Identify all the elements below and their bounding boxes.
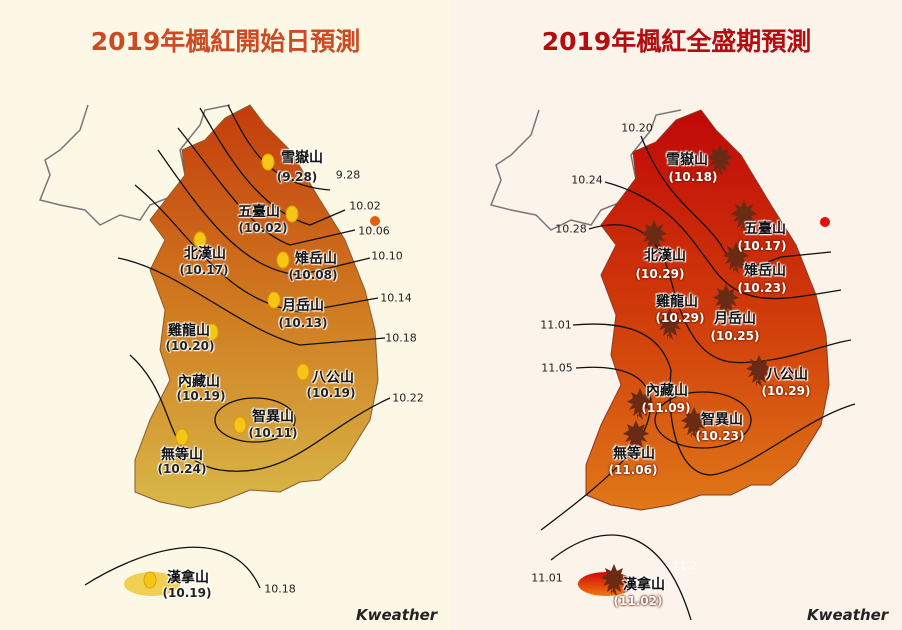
onset-map: [38, 104, 391, 596]
mountain-date: (10.13): [278, 316, 328, 330]
isolines: [84, 104, 391, 589]
mountain-date: (10.02): [238, 221, 288, 235]
mountain-name: 八公山: [766, 367, 808, 383]
isoline-label: 10.24: [571, 173, 603, 187]
mountain-name: 內藏山: [178, 374, 220, 390]
isoline-label: 11.2: [672, 559, 698, 573]
mountain-date: (10.29): [635, 267, 685, 281]
mountain-date: (10.17): [737, 239, 787, 253]
onset-forecast-panel: 2019年楓紅開始日預測 雪: [0, 0, 451, 630]
isoline-label: 9.28: [335, 168, 361, 182]
mountain-name: 月岳山: [714, 311, 756, 327]
mountain-date: (10.24): [157, 462, 207, 476]
mountain-name: 雪嶽山: [666, 152, 708, 168]
mountain-name: 北漢山: [644, 248, 686, 264]
north-korea-outline: [489, 109, 682, 231]
mountain-date: (11.02): [613, 594, 663, 608]
mountain-name: 漢拿山: [623, 577, 665, 593]
isoline-label: 10.02: [349, 199, 381, 213]
kweather-logo: Kweather: [807, 606, 889, 624]
mountain-name: 雉岳山: [295, 251, 337, 267]
mountain-date: (10.11): [248, 426, 298, 440]
kweather-logo: Kweather: [356, 606, 438, 624]
isoline-label: 10.10: [371, 249, 403, 263]
mountain-name: 漢拿山: [167, 570, 209, 586]
mountain-name: 月岳山: [282, 298, 324, 314]
mountain-date: (10.18): [668, 170, 718, 184]
mountain-date: (10.08): [288, 268, 338, 282]
ulleung-island: [370, 216, 380, 226]
mountain-name: 內藏山: [646, 383, 688, 399]
mountain-date: (10.19): [306, 386, 356, 400]
mountain-name: 智異山: [252, 409, 294, 425]
mountain-date: (10.17): [179, 263, 229, 277]
mountain-name: 八公山: [312, 370, 354, 386]
mountain-date: (10.20): [165, 339, 215, 353]
maple-leaf-markers: [601, 144, 772, 596]
peak-map-title: 2019年楓紅全盛期預測: [541, 27, 812, 56]
mountain-date: (9.28): [276, 170, 318, 184]
ulleung-island: [820, 217, 830, 227]
isoline-label: 10.28: [555, 222, 587, 236]
isoline-label: 11.01: [540, 318, 572, 332]
mountain-date: (10.23): [737, 281, 787, 295]
mountain-date: (10.19): [176, 389, 226, 403]
mountain-name: 五臺山: [744, 221, 786, 237]
mountain-name: 雞龍山: [656, 294, 698, 310]
isoline-label: 10.22: [392, 391, 424, 405]
isoline-label: 10.14: [380, 291, 412, 305]
mountain-name: 北漢山: [184, 246, 226, 262]
mountain-date: (11.09): [641, 401, 691, 415]
mountain-date: (10.25): [710, 329, 760, 343]
onset-map-title: 2019年楓紅開始日預測: [90, 27, 361, 56]
mountain-name: 無等山: [161, 447, 203, 463]
isoline-label: 10.20: [621, 121, 653, 135]
mountain-name: 無等山: [613, 446, 655, 462]
isoline-label: 11.05: [541, 361, 573, 375]
mountain-name: 雉岳山: [744, 263, 786, 279]
isoline-label: 10.06: [358, 224, 390, 238]
isoline-label: 10.18: [264, 582, 296, 596]
mountain-name: 雪嶽山: [281, 150, 323, 166]
mountain-date: (10.29): [761, 384, 811, 398]
peak-map: [489, 109, 856, 621]
south-korea-landmass: [585, 109, 830, 511]
mountain-date: (10.29): [655, 311, 705, 325]
mountain-date: (10.23): [695, 429, 745, 443]
isoline-label: 10.18: [385, 331, 417, 345]
mountain-date: (10.19): [162, 586, 212, 600]
south-korea-landmass: [134, 104, 379, 509]
leaf-markers: [143, 153, 310, 589]
mountain-date: (11.06): [608, 463, 658, 477]
mountain-name: 五臺山: [238, 204, 280, 220]
mountain-name: 智異山: [701, 412, 743, 428]
north-korea-outline: [38, 104, 231, 226]
peak-forecast-panel: 2019年楓紅全盛期預測: [451, 0, 902, 630]
mountain-name: 雞龍山: [168, 323, 210, 339]
isoline-label: 11.01: [531, 571, 563, 585]
